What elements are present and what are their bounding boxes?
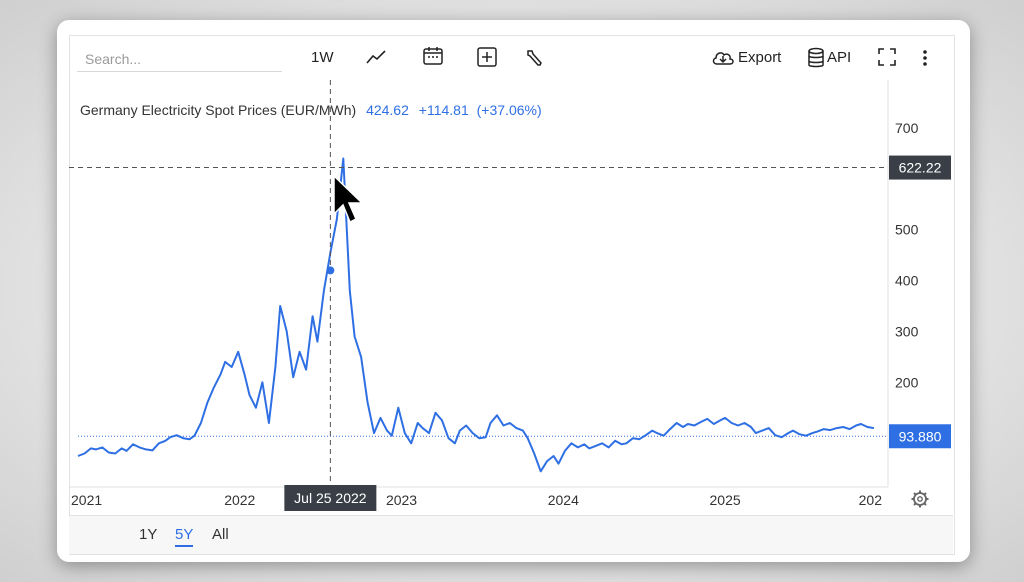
y-tick-label: 700 xyxy=(895,120,919,136)
crosshair-price-label-bg xyxy=(889,155,951,180)
y-tick-label: 400 xyxy=(895,273,919,289)
last-price-label-bg xyxy=(889,424,951,449)
x-tick-label: 2021 xyxy=(71,492,102,508)
chart-frame xyxy=(69,35,955,555)
database-icon[interactable] xyxy=(807,47,825,69)
range-button-all[interactable]: All xyxy=(212,526,229,543)
api-button[interactable]: API xyxy=(827,49,852,66)
x-tick-label: 2025 xyxy=(710,492,741,508)
change-value: +114.81 xyxy=(418,102,469,118)
interval-button[interactable]: 1W xyxy=(311,49,334,66)
change-percent: (+37.06%) xyxy=(476,102,542,118)
y-tick-label: 300 xyxy=(895,323,919,339)
x-tick-label: 2024 xyxy=(548,492,579,508)
y-tick-label: 500 xyxy=(895,222,919,238)
chart-title: Germany Electricity Spot Prices (EUR/MWh… xyxy=(80,102,357,118)
search-input[interactable] xyxy=(77,46,282,72)
chart-header: Germany Electricity Spot Prices (EUR/MWh… xyxy=(80,102,542,118)
mouse-cursor-icon xyxy=(333,174,364,224)
y-tick-label: 200 xyxy=(895,374,919,390)
hover-point xyxy=(326,266,335,275)
wrench-icon[interactable] xyxy=(524,47,546,69)
x-tick-label: 202 xyxy=(859,492,883,508)
crosshair-date-label: Jul 25 2022 xyxy=(294,490,367,506)
fullscreen-icon[interactable] xyxy=(877,47,897,67)
current-value: 424.62 xyxy=(366,102,409,118)
plus-square-icon[interactable] xyxy=(476,46,498,68)
crosshair-date-label-bg xyxy=(284,485,377,511)
settings-gear-icon[interactable] xyxy=(911,490,929,508)
range-button-5y[interactable]: 5Y xyxy=(175,526,194,547)
more-vertical-icon[interactable] xyxy=(921,48,929,68)
line-chart-icon[interactable] xyxy=(365,48,387,66)
price-series-line xyxy=(77,157,875,473)
x-tick-label: 2023 xyxy=(386,492,417,508)
last-price-label: 93.880 xyxy=(899,428,942,444)
range-bar xyxy=(69,515,953,554)
range-button-1y[interactable]: 1Y xyxy=(139,526,158,543)
crosshair-price-label: 622.22 xyxy=(899,160,942,176)
calendar-icon[interactable] xyxy=(422,45,444,67)
export-button[interactable]: Export xyxy=(738,49,782,66)
x-tick-label: 2022 xyxy=(224,492,255,508)
cloud-download-icon[interactable] xyxy=(711,49,735,67)
